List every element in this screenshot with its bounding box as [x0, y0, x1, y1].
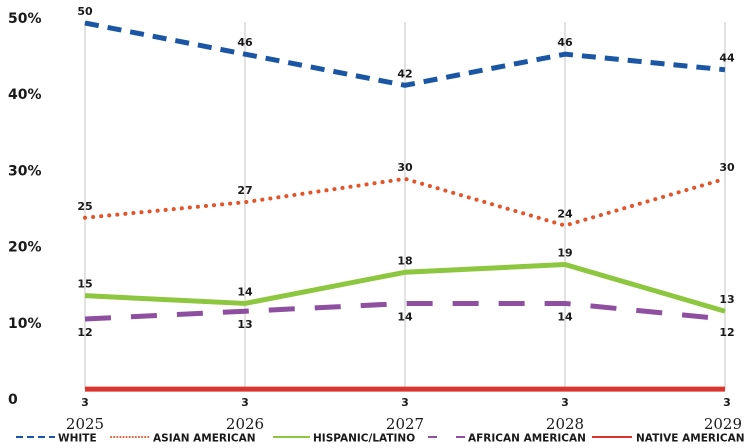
x-tick-label: 2026 [226, 415, 264, 433]
y-tick-label: 20% [8, 240, 42, 256]
y-tick-label: 50% [8, 11, 42, 27]
y-axis: 0 10% 20% 30% 40% 50% [8, 11, 42, 408]
x-tick-label: 2028 [546, 415, 584, 433]
legend-item: HISPANIC/LATINO [273, 433, 415, 445]
y-tick-label: 30% [8, 163, 42, 179]
data-label: 18 [397, 254, 412, 267]
legend-label: NATIVE AMERICAN [636, 433, 744, 445]
legend-item: NATIVE AMERICAN [592, 433, 744, 445]
data-label: 42 [397, 67, 412, 80]
data-label: 3 [241, 396, 249, 409]
y-tick-label: 10% [8, 316, 42, 332]
x-axis: 2025 2026 2027 2028 2029 [66, 415, 742, 433]
legend-label: WHITE [58, 433, 97, 445]
data-label: 46 [557, 36, 573, 49]
data-label: 3 [401, 396, 409, 409]
data-label: 12 [719, 326, 734, 339]
data-label: 13 [237, 318, 252, 331]
data-label: 46 [237, 36, 253, 49]
data-label: 19 [557, 246, 572, 259]
data-label: 13 [719, 293, 734, 306]
data-label: 44 [719, 52, 735, 65]
data-label: 24 [557, 208, 573, 221]
data-label: 50 [77, 5, 93, 18]
data-label: 3 [81, 396, 89, 409]
legend-label: AFRICAN AMERICAN [468, 433, 586, 445]
legend-item: WHITE [16, 433, 97, 445]
legend: WHITE ASIAN AMERICAN HISPANIC/LATINO AFRICA… [16, 433, 744, 445]
legend-label: HISPANIC/LATINO [313, 433, 415, 445]
x-tick-label: 2025 [66, 415, 104, 433]
data-label: 14 [237, 285, 253, 298]
series-line-hispanic-latino [84, 261, 726, 314]
data-label: 27 [237, 184, 252, 197]
series-line-white [84, 20, 726, 88]
series-group [83, 20, 727, 392]
data-label: 12 [77, 326, 92, 339]
data-label: 3 [561, 396, 569, 409]
legend-item: ASIAN AMERICAN [110, 433, 256, 445]
data-label: 25 [77, 200, 92, 213]
y-tick-label: 40% [8, 87, 42, 103]
legend-label: ASIAN AMERICAN [153, 433, 256, 445]
data-label: 14 [397, 310, 413, 323]
y-tick-label: 0 [8, 392, 18, 408]
legend-item: AFRICAN AMERICAN [428, 433, 586, 445]
x-tick-label: 2027 [386, 415, 424, 433]
data-label: 3 [723, 396, 731, 409]
series-line-african-american [84, 300, 726, 322]
series-line-asian-american [83, 176, 727, 228]
x-tick-label: 2029 [704, 415, 742, 433]
data-label: 30 [397, 161, 413, 174]
data-label: 14 [557, 310, 573, 323]
data-label: 30 [719, 161, 735, 174]
data-label: 15 [77, 278, 92, 291]
data-labels: 50 46 42 46 44 25 27 30 24 30 15 14 18 19 13 12 13 14 14 12… [77, 5, 735, 409]
